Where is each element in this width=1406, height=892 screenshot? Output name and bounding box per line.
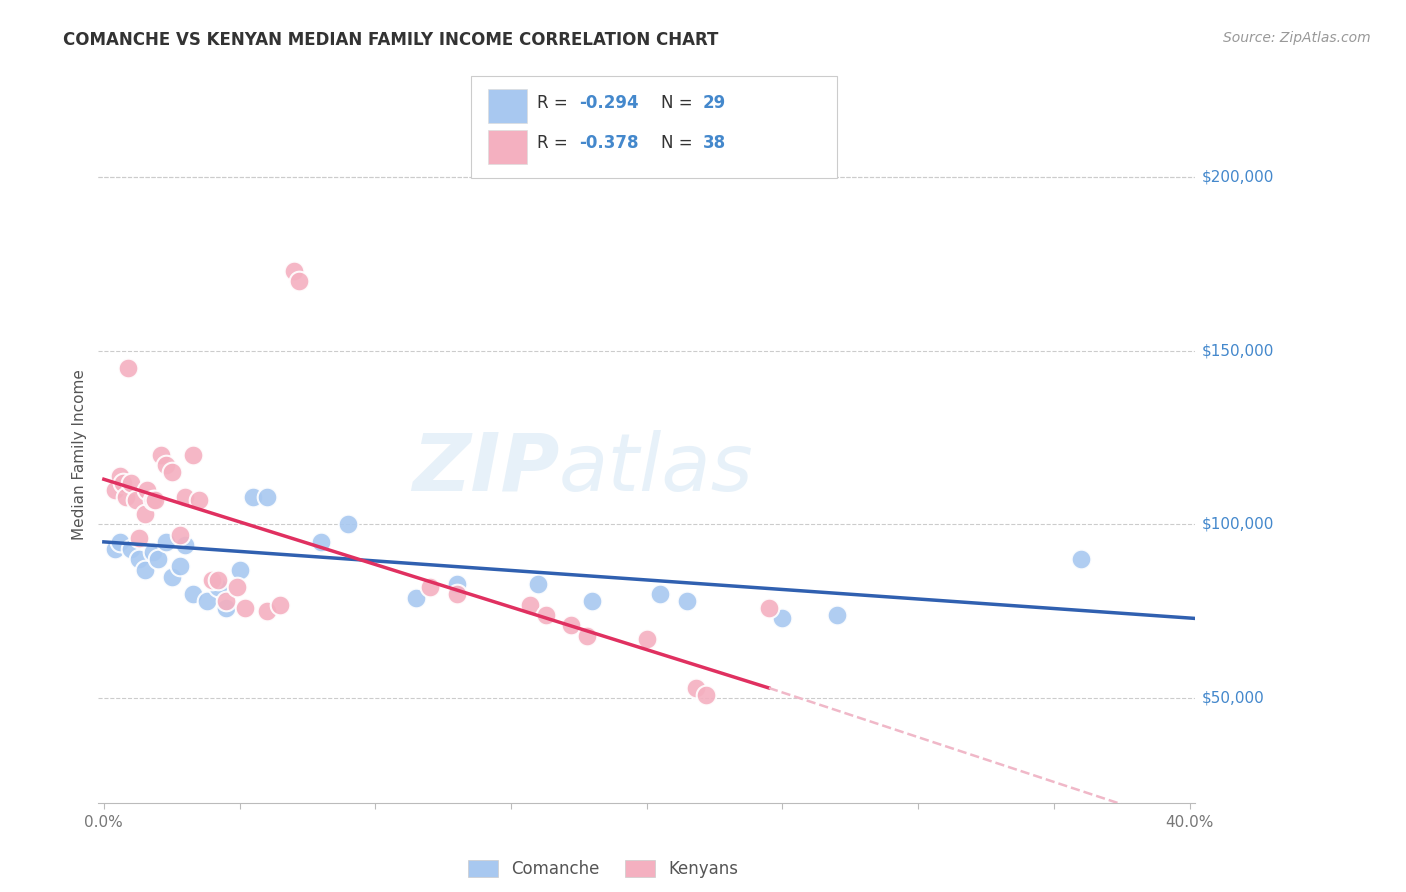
Point (169, 528, 191, 542)
Point (419, 580, 441, 594)
Text: atlas: atlas (560, 430, 754, 508)
Point (201, 573, 224, 587)
Point (187, 493, 209, 508)
Point (128, 532, 150, 546)
Text: $50,000: $50,000 (1202, 691, 1265, 706)
Point (536, 607, 558, 622)
Point (581, 594, 603, 608)
Text: N =: N = (661, 134, 697, 152)
Point (283, 263, 305, 277)
Point (145, 493, 167, 508)
Text: $150,000: $150,000 (1202, 343, 1274, 358)
Point (104, 541, 127, 556)
Point (225, 580, 247, 594)
Point (215, 601, 238, 615)
Point (233, 601, 256, 615)
Point (207, 573, 229, 587)
Point (228, 563, 250, 577)
Text: ZIP: ZIP (412, 430, 560, 508)
Point (125, 493, 148, 508)
Point (309, 534, 332, 549)
Text: R =: R = (537, 134, 574, 152)
Text: COMANCHE VS KENYAN MEDIAN FAMILY INCOME CORRELATION CHART: COMANCHE VS KENYAN MEDIAN FAMILY INCOME … (63, 31, 718, 49)
Point (207, 580, 229, 594)
Point (117, 360, 139, 375)
Point (174, 490, 197, 504)
Legend: Comanche, Kenyans: Comanche, Kenyans (461, 854, 745, 885)
Point (695, 688, 717, 702)
Text: Source: ZipAtlas.com: Source: ZipAtlas.com (1223, 31, 1371, 45)
Text: -0.294: -0.294 (579, 94, 638, 112)
Point (650, 587, 672, 601)
Point (134, 507, 156, 521)
Text: 38: 38 (703, 134, 725, 152)
Point (183, 587, 205, 601)
Point (169, 559, 191, 574)
Text: $200,000: $200,000 (1202, 169, 1274, 184)
Point (149, 448, 172, 462)
Point (136, 483, 159, 497)
Point (111, 475, 134, 490)
Point (146, 552, 169, 566)
Point (519, 598, 541, 612)
Point (772, 611, 794, 625)
Point (256, 605, 278, 619)
Point (560, 618, 582, 632)
Point (337, 517, 360, 532)
Point (183, 448, 205, 462)
Text: -0.378: -0.378 (579, 134, 638, 152)
Point (142, 493, 165, 508)
Text: R =: R = (537, 94, 574, 112)
Point (104, 483, 127, 497)
Point (288, 274, 311, 288)
Point (128, 552, 150, 566)
Point (142, 545, 165, 559)
Point (1070, 552, 1092, 566)
Point (825, 607, 848, 622)
Point (108, 534, 131, 549)
Point (134, 563, 156, 577)
Point (446, 576, 468, 591)
Text: N =: N = (661, 94, 697, 112)
Point (269, 598, 291, 612)
Point (155, 534, 177, 549)
Point (160, 466, 183, 480)
Point (758, 601, 780, 615)
Point (405, 591, 427, 605)
Point (108, 468, 131, 483)
Point (174, 538, 197, 552)
Point (576, 629, 599, 643)
Point (120, 475, 142, 490)
Point (215, 594, 238, 608)
Point (256, 490, 278, 504)
Point (195, 594, 218, 608)
Point (155, 458, 177, 473)
Point (446, 587, 468, 601)
Text: $100,000: $100,000 (1202, 517, 1274, 532)
Point (636, 632, 658, 647)
Point (685, 681, 707, 695)
Point (120, 541, 142, 556)
Text: 29: 29 (703, 94, 727, 112)
Y-axis label: Median Family Income: Median Family Income (72, 369, 87, 541)
Point (160, 570, 183, 584)
Point (114, 490, 136, 504)
Point (676, 594, 699, 608)
Point (242, 490, 264, 504)
Point (527, 576, 550, 591)
